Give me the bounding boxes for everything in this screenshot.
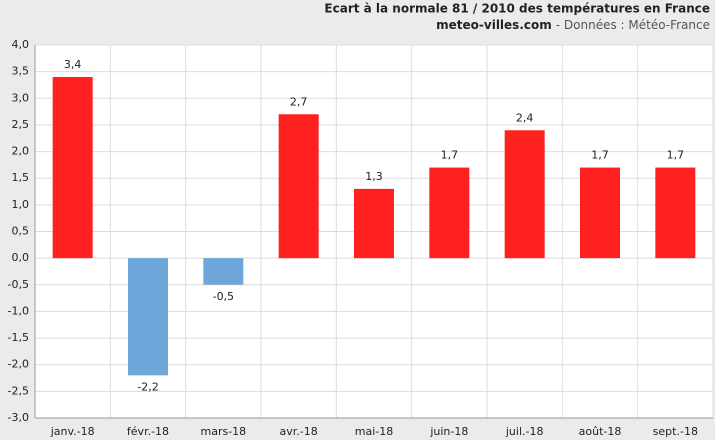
x-tick-label: févr.-18 xyxy=(127,425,169,438)
value-label: 2,7 xyxy=(290,95,308,108)
bar xyxy=(128,258,168,376)
y-tick-label: 1,0 xyxy=(12,198,30,211)
value-label: 1,3 xyxy=(365,170,383,183)
source-note: - Données : Météo-France xyxy=(556,18,710,32)
bar xyxy=(429,167,470,259)
value-label: 2,4 xyxy=(516,111,534,124)
value-label: -0,5 xyxy=(213,290,234,303)
y-tick-label: 0,5 xyxy=(12,225,30,238)
value-label: 1,7 xyxy=(591,149,609,162)
bar xyxy=(580,167,620,259)
y-tick-label: -0,5 xyxy=(8,278,29,291)
value-label: 1,7 xyxy=(667,149,685,162)
y-tick-label: 1,5 xyxy=(12,171,30,184)
x-tick-label: juin-18 xyxy=(429,425,468,438)
y-tick-label: -1,0 xyxy=(8,304,29,317)
x-tick-label: avr.-18 xyxy=(280,425,318,438)
y-tick-label: 4,0 xyxy=(12,38,30,51)
y-tick-label: -3,0 xyxy=(8,411,29,424)
value-label: 3,4 xyxy=(64,58,82,71)
bar xyxy=(278,114,319,259)
x-tick-label: mars-18 xyxy=(200,425,246,438)
y-tick-label: 3,0 xyxy=(12,91,30,104)
y-tick-label: -1,5 xyxy=(8,331,29,344)
y-tick-label: 0,0 xyxy=(12,251,30,264)
y-tick-label: 3,5 xyxy=(12,65,30,78)
source: meteo-villes.com xyxy=(436,18,552,32)
bar xyxy=(203,258,244,285)
x-tick-label: mai-18 xyxy=(355,425,393,438)
y-tick-label: 2,5 xyxy=(12,118,30,131)
x-tick-label: janv.-18 xyxy=(50,425,95,438)
bar xyxy=(354,188,394,259)
y-tick-label: 2,0 xyxy=(12,145,30,158)
chart-title: Ecart à la normale 81 / 2010 des tempéra… xyxy=(324,2,710,16)
bar xyxy=(52,76,93,259)
bar xyxy=(655,167,696,259)
y-tick-label: -2,5 xyxy=(8,384,29,397)
x-tick-label: sept.-18 xyxy=(653,425,698,438)
x-tick-label: août-18 xyxy=(579,425,622,438)
bar xyxy=(504,130,545,259)
y-tick-label: -2,0 xyxy=(8,358,29,371)
value-label: -2,2 xyxy=(137,380,158,393)
x-tick-label: juil.-18 xyxy=(505,425,544,438)
chart-subtitle: meteo-villes.com - Données : Météo-France xyxy=(436,18,710,32)
value-label: 1,7 xyxy=(441,149,459,162)
